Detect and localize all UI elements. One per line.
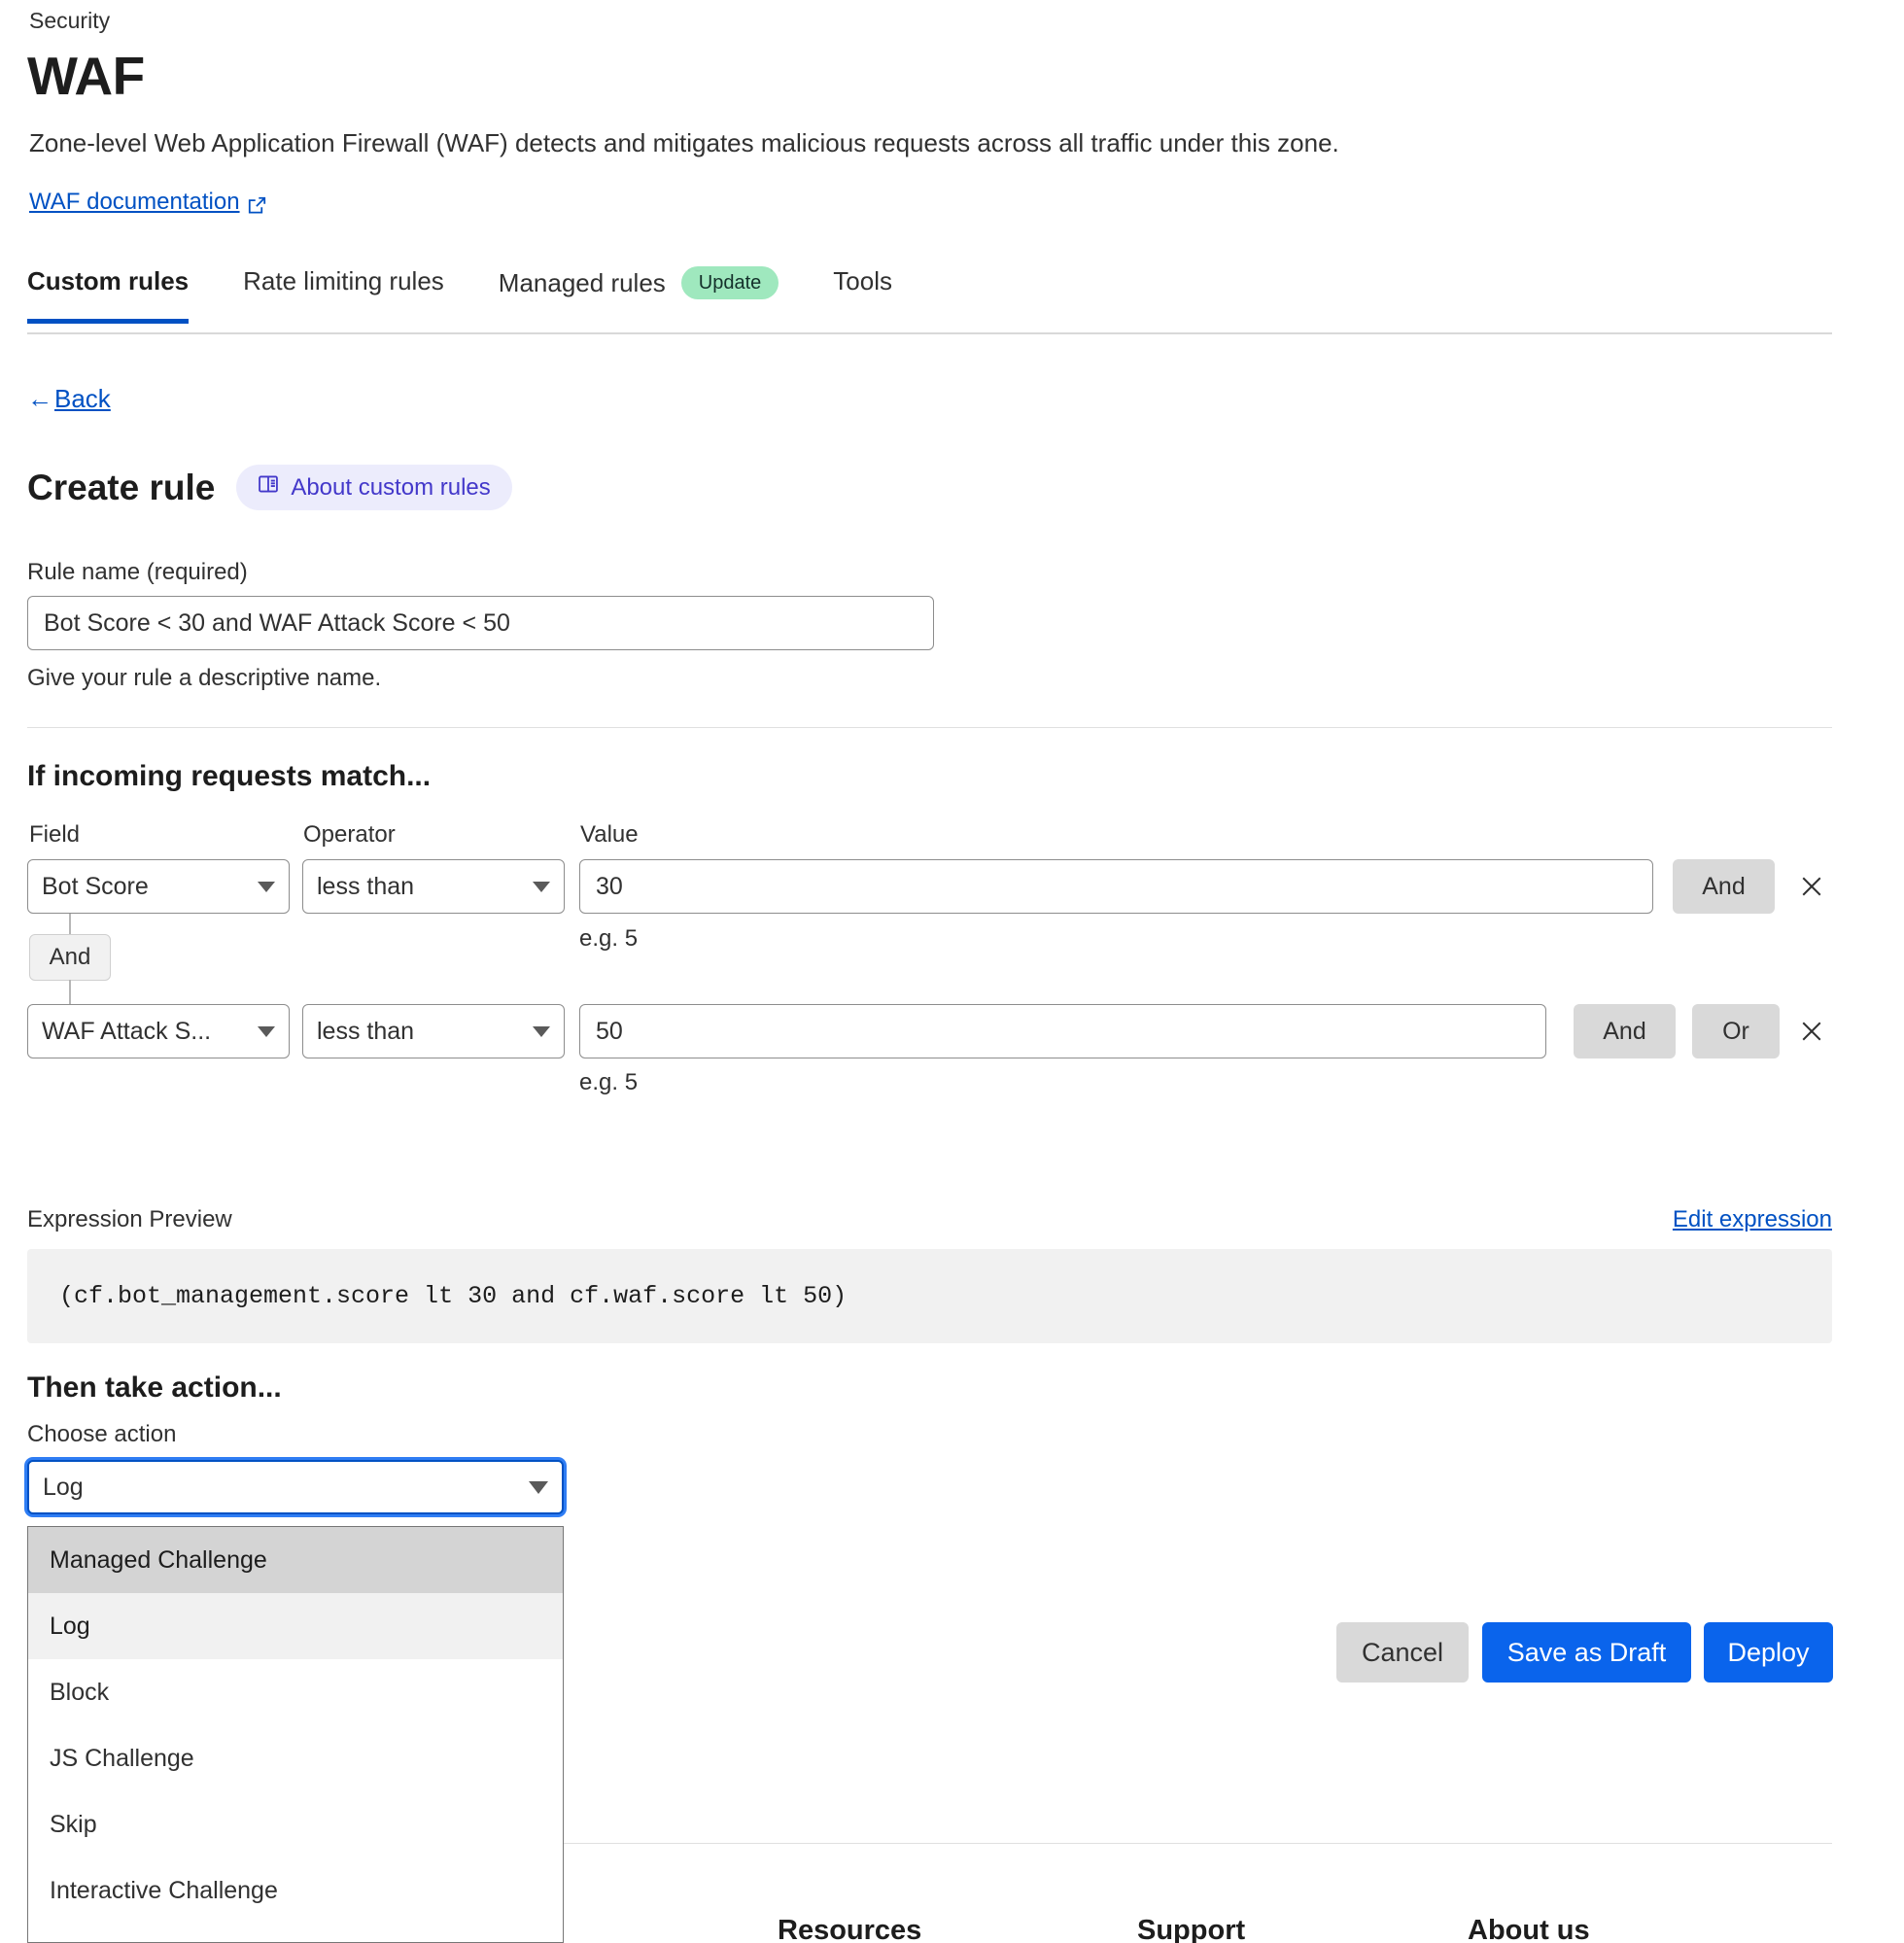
value-hint-row-2: e.g. 5 bbox=[579, 1069, 639, 1095]
column-header-field: Field bbox=[29, 821, 81, 848]
rule-name-label: Rule name (required) bbox=[27, 559, 248, 585]
back-link[interactable]: ← Back bbox=[27, 384, 111, 414]
condition-connector-line-bottom bbox=[69, 980, 71, 1005]
column-header-operator: Operator bbox=[303, 821, 396, 848]
tab-custom-rules[interactable]: Custom rules bbox=[27, 264, 190, 324]
tab-tools[interactable]: Tools bbox=[833, 264, 892, 322]
back-arrow-icon: ← bbox=[27, 384, 52, 413]
dropdown-option-log[interactable]: Log bbox=[28, 1593, 563, 1659]
dropdown-option-skip[interactable]: Skip bbox=[50, 1810, 97, 1838]
about-custom-rules-label: About custom rules bbox=[291, 473, 491, 501]
chevron-down-icon bbox=[533, 1025, 550, 1037]
dropdown-option-interactive-challenge[interactable]: Interactive Challenge bbox=[50, 1876, 278, 1904]
choose-action-select[interactable]: Log bbox=[27, 1460, 564, 1514]
tab-tools-label: Tools bbox=[833, 266, 892, 295]
waf-documentation-label: WAF documentation bbox=[29, 189, 240, 215]
field-select-row-2-value: WAF Attack S... bbox=[42, 1017, 212, 1045]
tab-custom-rules-label: Custom rules bbox=[27, 266, 190, 295]
dropdown-option-js-challenge[interactable]: JS Challenge bbox=[50, 1744, 194, 1772]
value-hint-row-1: e.g. 5 bbox=[579, 925, 639, 952]
footer-divider bbox=[27, 1843, 1832, 1844]
rule-name-help: Give your rule a descriptive name. bbox=[27, 665, 382, 691]
operator-select-row-2-value: less than bbox=[317, 1017, 415, 1045]
breadcrumb: Security bbox=[29, 8, 111, 33]
add-and-condition-row-1[interactable]: And bbox=[1673, 859, 1775, 914]
external-link-icon bbox=[248, 194, 266, 214]
dropdown-option-managed-challenge[interactable]: Managed Challenge bbox=[28, 1527, 563, 1593]
save-as-draft-button[interactable]: Save as Draft bbox=[1482, 1622, 1691, 1683]
chevron-down-icon bbox=[258, 881, 275, 892]
value-input-row-2[interactable] bbox=[579, 1004, 1546, 1058]
expression-preview-text: (cf.bot_management.score lt 30 and cf.wa… bbox=[27, 1249, 1832, 1343]
create-rule-title: Create rule bbox=[27, 467, 216, 507]
dropdown-option-block[interactable]: Block bbox=[50, 1678, 110, 1706]
choose-action-label: Choose action bbox=[27, 1421, 177, 1447]
chevron-down-icon bbox=[258, 1025, 275, 1037]
operator-select-row-2[interactable]: less than bbox=[302, 1004, 565, 1058]
waf-documentation-link[interactable]: WAF documentation bbox=[29, 189, 266, 216]
back-label: Back bbox=[54, 384, 111, 413]
tab-bar: Custom rules Rate limiting rules Managed… bbox=[27, 264, 1832, 334]
book-icon bbox=[258, 473, 279, 502]
tab-managed-rules-label: Managed rules bbox=[498, 267, 666, 297]
page-title: WAF bbox=[27, 46, 145, 106]
cancel-button[interactable]: Cancel bbox=[1336, 1622, 1469, 1683]
action-section-heading: Then take action... bbox=[27, 1371, 282, 1404]
tab-rate-limiting-rules-label: Rate limiting rules bbox=[243, 266, 444, 295]
value-input-row-1[interactable] bbox=[579, 859, 1653, 914]
condition-connector-line-top bbox=[69, 914, 71, 935]
rule-name-input[interactable] bbox=[27, 596, 934, 650]
choose-action-dropdown[interactable]: Managed Challenge Log Block JS Challenge… bbox=[27, 1526, 564, 1943]
expression-preview-label: Expression Preview bbox=[27, 1206, 232, 1232]
footer-column-heading-support: Support bbox=[1137, 1915, 1246, 1943]
remove-condition-row-2[interactable] bbox=[1791, 1011, 1832, 1052]
create-rule-header: Create rule About custom rules bbox=[27, 465, 512, 510]
field-select-row-1[interactable]: Bot Score bbox=[27, 859, 290, 914]
match-section-heading: If incoming requests match... bbox=[27, 760, 432, 792]
about-custom-rules-chip[interactable]: About custom rules bbox=[236, 465, 512, 510]
deploy-button[interactable]: Deploy bbox=[1704, 1622, 1833, 1683]
add-or-condition-row-2[interactable]: Or bbox=[1692, 1004, 1780, 1058]
footer-column-heading-about-us: About us bbox=[1468, 1915, 1590, 1943]
remove-condition-row-1[interactable] bbox=[1791, 866, 1832, 907]
managed-rules-update-badge: Update bbox=[680, 266, 779, 299]
chevron-down-icon bbox=[533, 881, 550, 892]
operator-select-row-1[interactable]: less than bbox=[302, 859, 565, 914]
tab-managed-rules[interactable]: Managed rules Update bbox=[499, 264, 779, 325]
footer-column-heading-resources: Resources bbox=[778, 1915, 922, 1943]
field-select-row-2[interactable]: WAF Attack S... bbox=[27, 1004, 290, 1058]
tab-rate-limiting-rules[interactable]: Rate limiting rules bbox=[243, 264, 444, 322]
section-divider bbox=[27, 727, 1832, 728]
condition-connector-and[interactable]: And bbox=[29, 934, 111, 981]
edit-expression-link[interactable]: Edit expression bbox=[1672, 1206, 1832, 1232]
page-description: Zone-level Web Application Firewall (WAF… bbox=[29, 128, 1339, 157]
field-select-row-1-value: Bot Score bbox=[42, 872, 149, 900]
column-header-value: Value bbox=[580, 821, 639, 848]
add-and-condition-row-2[interactable]: And bbox=[1574, 1004, 1676, 1058]
chevron-down-icon bbox=[529, 1480, 548, 1494]
choose-action-selected-value: Log bbox=[43, 1473, 84, 1501]
operator-select-row-1-value: less than bbox=[317, 872, 415, 900]
